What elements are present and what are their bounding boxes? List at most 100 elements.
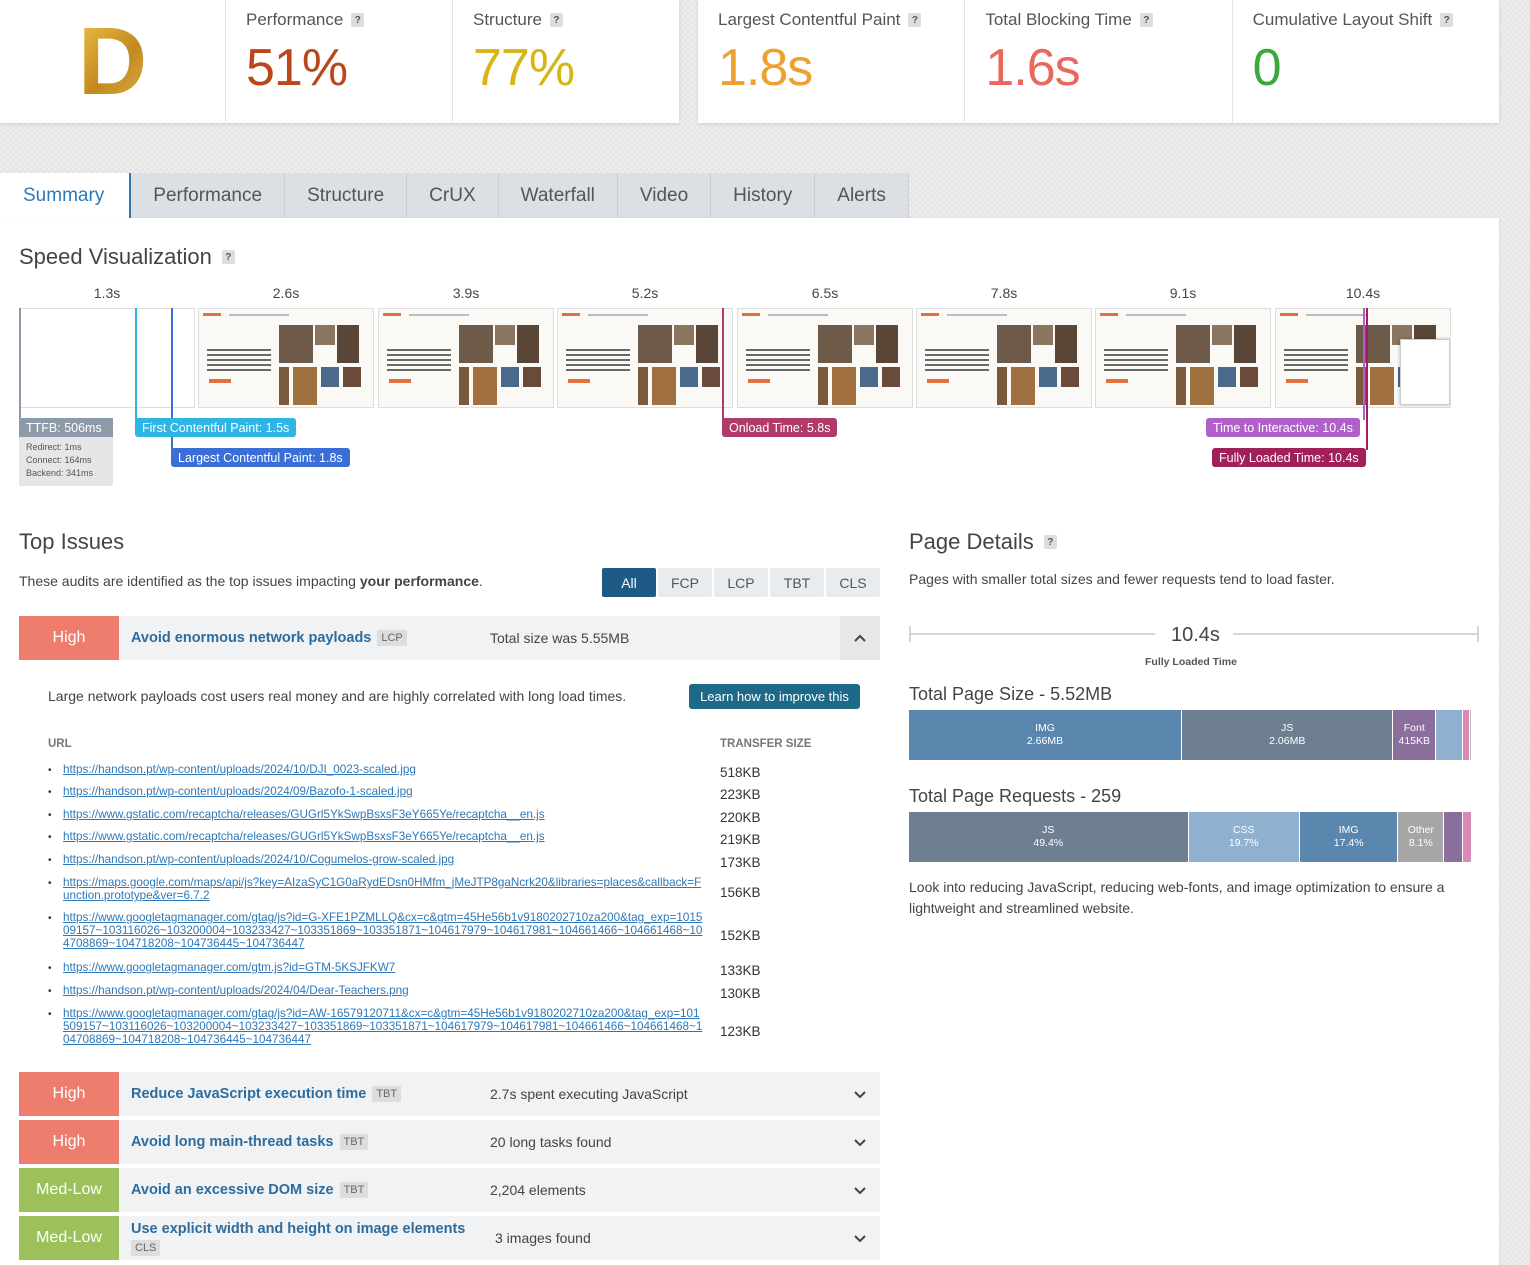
issue-info: 20 long tasks found: [490, 1134, 612, 1150]
bar-segment[interactable]: JS 49.4%: [909, 812, 1189, 862]
filter-tbt[interactable]: TBT: [770, 568, 824, 597]
bar-segment[interactable]: [1436, 710, 1463, 760]
transfer-size: 219KB: [720, 832, 761, 847]
bar-segment[interactable]: [1462, 812, 1472, 862]
performance-score: Performance? 51%: [226, 0, 453, 123]
resource-url-link[interactable]: https://www.googletagmanager.com/gtag/js…: [63, 1007, 703, 1046]
structure-label: Structure: [473, 10, 542, 29]
tab-history[interactable]: History: [711, 173, 816, 218]
help-icon[interactable]: ?: [908, 13, 922, 27]
filmstrip-frame[interactable]: [378, 308, 554, 408]
chevron-down-icon[interactable]: [854, 1134, 866, 1150]
bar-segment[interactable]: [1444, 812, 1463, 862]
filmstrip-frame[interactable]: [557, 308, 733, 408]
tab-waterfall[interactable]: Waterfall: [498, 173, 618, 218]
issue-title[interactable]: Avoid long main-thread tasks TBT: [131, 1134, 369, 1150]
resource-url-link[interactable]: https://handson.pt/wp-content/uploads/20…: [63, 984, 409, 997]
filter-lcp[interactable]: LCP: [714, 568, 768, 597]
help-icon[interactable]: ?: [1440, 13, 1454, 27]
bullet: •: [48, 810, 52, 821]
help-icon[interactable]: ?: [549, 13, 563, 27]
bar-segment[interactable]: [1462, 710, 1470, 760]
segment-value: 19.7%: [1228, 837, 1259, 849]
bar-segment[interactable]: IMG 2.66MB: [909, 710, 1183, 760]
resource-url-link[interactable]: https://www.googletagmanager.com/gtag/js…: [63, 911, 703, 950]
bar-segment[interactable]: Font 415KB: [1393, 710, 1437, 760]
resource-url-link[interactable]: https://handson.pt/wp-content/uploads/20…: [63, 853, 455, 866]
issue-row[interactable]: Med-Low Use explicit width and height on …: [19, 1216, 880, 1260]
filmstrip-frame[interactable]: [916, 308, 1092, 408]
resource-url-link[interactable]: https://www.googletagmanager.com/gtm.js?…: [63, 961, 396, 974]
fcp-marker: First Contentful Paint: 1.5s: [135, 418, 297, 437]
segment-label: JS: [1281, 722, 1294, 734]
tab-structure[interactable]: Structure: [285, 173, 408, 218]
fcp-line: [135, 308, 137, 420]
bar-segment[interactable]: JS 2.06MB: [1182, 710, 1394, 760]
timeline-line-left: [909, 633, 1155, 635]
bar-segment[interactable]: CSS 19.7%: [1188, 812, 1300, 862]
chevron-down-icon[interactable]: [854, 1230, 866, 1246]
lcp-line: [171, 308, 173, 450]
tab-video[interactable]: Video: [617, 173, 712, 218]
issue-title-text[interactable]: Use explicit width and height on image e…: [131, 1220, 466, 1237]
issue-title[interactable]: Reduce JavaScript execution time TBT: [131, 1086, 402, 1102]
issue-title-text[interactable]: Avoid enormous network payloads: [131, 630, 372, 646]
tbt-label: Total Blocking Time: [985, 10, 1132, 29]
resource-url-link[interactable]: https://www.gstatic.com/recaptcha/releas…: [63, 830, 545, 843]
tti-marker: Time to Interactive: 10.4s: [1206, 418, 1360, 437]
speed-visualization-title: Speed Visualization ?: [19, 244, 235, 270]
filmstrip-frame[interactable]: [198, 308, 374, 408]
bullet: •: [48, 765, 52, 776]
learn-how-button[interactable]: Learn how to improve this: [689, 684, 860, 709]
segment-label: IMG: [1035, 722, 1055, 734]
issue-row[interactable]: High Reduce JavaScript execution time TBT 2…: [19, 1072, 880, 1116]
issue-title-text[interactable]: Avoid long main-thread tasks: [131, 1134, 334, 1150]
tab-summary[interactable]: Summary: [0, 173, 132, 218]
tab-crux[interactable]: CrUX: [407, 173, 499, 218]
issue-row[interactable]: Med-Low Avoid an excessive DOM size TBT 2,2…: [19, 1168, 880, 1212]
ttfb-detail: Redirect: 1ms Connect: 164ms Backend: 34…: [19, 437, 113, 486]
issue-row-expanded[interactable]: High Avoid enormous network payloads LCP…: [19, 616, 880, 660]
filmstrip-frame[interactable]: [737, 308, 913, 408]
cls-value: 0: [1252, 39, 1282, 97]
issue-title-text[interactable]: Reduce JavaScript execution time: [131, 1086, 367, 1102]
filter-all[interactable]: All: [602, 568, 656, 597]
frame-time-label: 7.8s: [990, 285, 1018, 301]
url-list-item: • https://handson.pt/wp-content/uploads/2…: [48, 763, 761, 780]
bar-segment[interactable]: IMG 17.4%: [1299, 812, 1399, 862]
segment-value: 2.06MB: [1269, 735, 1306, 747]
resource-url-link[interactable]: https://handson.pt/wp-content/uploads/20…: [63, 763, 416, 776]
resource-url-link[interactable]: https://maps.google.com/maps/api/js?key=…: [63, 876, 702, 902]
transfer-size-column-header: TRANSFER SIZE: [720, 738, 812, 750]
tbt-metric: Total Blocking Time? 1.6s: [965, 0, 1233, 123]
resource-url-link[interactable]: https://handson.pt/wp-content/uploads/20…: [63, 785, 413, 798]
help-icon[interactable]: ?: [1139, 13, 1153, 27]
issue-title[interactable]: Use explicit width and height on image e…: [131, 1221, 465, 1256]
frame-time-label: 5.2s: [631, 285, 659, 301]
issue-title[interactable]: Avoid enormous network payloads LCP: [131, 630, 407, 646]
help-icon[interactable]: ?: [221, 250, 235, 264]
timeline-line-right: [1233, 633, 1479, 635]
tbt-value: 1.6s: [985, 39, 1080, 97]
help-icon[interactable]: ?: [1043, 535, 1057, 549]
filmstrip-frame[interactable]: [19, 308, 195, 408]
issue-description: Large network payloads cost users real m…: [48, 688, 627, 704]
issue-title-text[interactable]: Avoid an excessive DOM size: [131, 1182, 334, 1198]
tab-performance[interactable]: Performance: [131, 173, 286, 218]
issue-title[interactable]: Avoid an excessive DOM size TBT: [131, 1182, 369, 1198]
resource-url-link[interactable]: https://www.gstatic.com/recaptcha/releas…: [63, 808, 545, 821]
bar-segment[interactable]: Other 8.1%: [1398, 812, 1445, 862]
filter-fcp[interactable]: FCP: [658, 568, 712, 597]
filter-cls[interactable]: CLS: [826, 568, 880, 597]
bar-segment[interactable]: [1469, 710, 1472, 760]
issue-row[interactable]: High Avoid long main-thread tasks TBT 20 lo…: [19, 1120, 880, 1164]
chevron-down-icon[interactable]: [854, 1182, 866, 1198]
cls-metric: Cumulative Layout Shift? 0: [1233, 0, 1499, 123]
chevron-up-icon[interactable]: [840, 616, 880, 660]
filmstrip-frame[interactable]: [1095, 308, 1271, 408]
severity-badge: High: [19, 1120, 119, 1164]
frame-time-label: 2.6s: [272, 285, 300, 301]
chevron-down-icon[interactable]: [854, 1086, 866, 1102]
tab-alerts[interactable]: Alerts: [815, 173, 909, 218]
help-icon[interactable]: ?: [351, 13, 365, 27]
